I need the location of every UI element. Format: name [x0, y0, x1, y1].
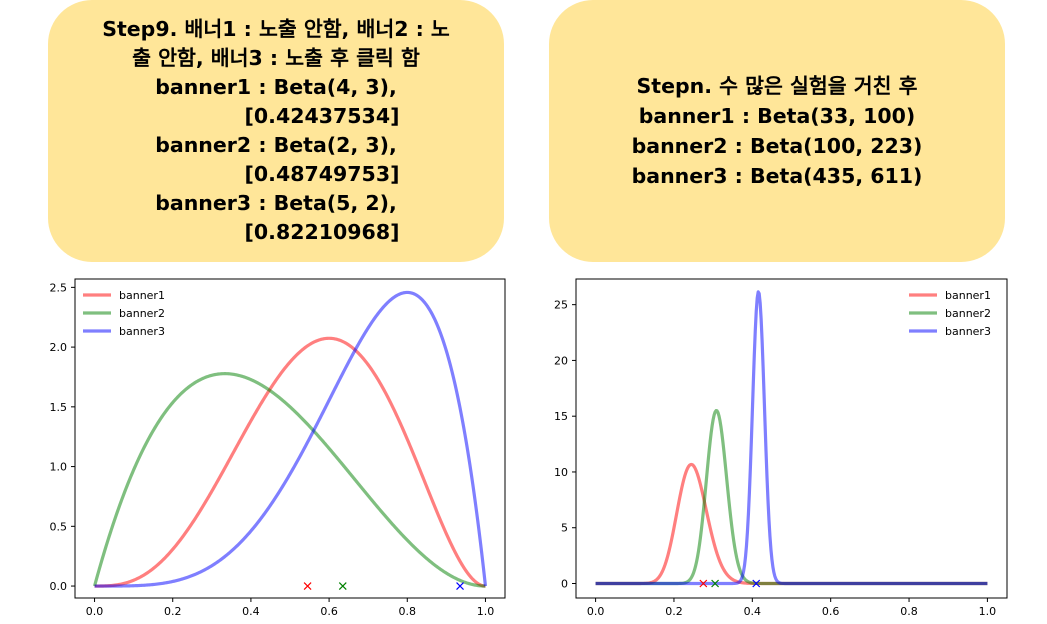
banner2-distribution-final: banner2 : Beta(100, 223) — [631, 134, 923, 158]
legend-label-banner1: banner1 — [945, 289, 991, 302]
y-tick-label: 15 — [554, 410, 568, 423]
series-line-banner2 — [594, 409, 989, 586]
x-tick-label: 0.2 — [665, 605, 683, 618]
y-tick-label: 0 — [561, 578, 568, 591]
sample-marker-banner3 — [456, 582, 464, 590]
series-line-banner2 — [93, 372, 487, 588]
banner1-distribution: banner1 : Beta(4, 3), — [155, 75, 397, 99]
legend: banner1 banner2 banner3 — [909, 289, 991, 338]
banner1-sample-value: [0.42437534] — [244, 104, 400, 128]
x-tick-label: 0.0 — [86, 605, 104, 618]
y-tick-label: 1.5 — [50, 401, 68, 414]
series-line-banner1 — [594, 462, 989, 586]
legend: banner1 banner2 banner3 — [83, 289, 165, 338]
legend-label-banner3: banner3 — [119, 325, 165, 338]
x-tick-label: 0.4 — [744, 605, 762, 618]
step9-heading-line2: 출 안함, 배너3 : 노출 후 클릭 함 — [132, 46, 420, 70]
step9-summary-box: Step9. 배너1 : 노출 안함, 배너2 : 노 출 안함, 배너3 : … — [48, 0, 504, 262]
x-tick-label: 0.0 — [587, 605, 605, 618]
y-tick-label: 1.0 — [50, 461, 68, 474]
y-tick-label: 0.5 — [50, 520, 68, 533]
banner1-distribution-final: banner1 : Beta(33, 100) — [638, 104, 916, 128]
x-tick-label: 0.8 — [900, 605, 918, 618]
sample-marker-banner1 — [303, 582, 312, 590]
x-tick-label: 0.2 — [164, 605, 182, 618]
legend-label-banner3: banner3 — [945, 325, 991, 338]
y-tick-label: 2.5 — [50, 281, 68, 294]
x-tick-label: 1.0 — [477, 605, 495, 618]
stepn-heading: Stepn. 수 많은 실험을 거친 후 — [636, 74, 918, 98]
legend-label-banner2: banner2 — [945, 307, 991, 320]
y-tick-label: 2.0 — [50, 341, 68, 354]
x-tick-label: 0.6 — [822, 605, 840, 618]
y-tick-label: 10 — [554, 466, 568, 479]
legend-label-banner1: banner1 — [119, 289, 165, 302]
y-tick-label: 0.0 — [50, 580, 68, 593]
x-tick-label: 0.4 — [242, 605, 260, 618]
banner2-sample-value: [0.48749753] — [244, 162, 400, 186]
y-tick-label: 20 — [554, 354, 568, 367]
axes-frame — [575, 278, 1008, 599]
x-tick-label: 0.6 — [320, 605, 338, 618]
banner2-distribution: banner2 : Beta(2, 3), — [155, 133, 397, 157]
legend-label-banner2: banner2 — [119, 307, 165, 320]
chart-1: 0.0 0.2 0.4 0.6 0.8 1.0 0.0 0.5 1.0 1.5 2.0 2.5 bann… — [50, 278, 506, 618]
sample-marker-banner2 — [338, 582, 347, 590]
banner3-distribution-final: banner3 : Beta(435, 611) — [631, 164, 923, 188]
step9-heading-line1: Step9. 배너1 : 노출 안함, 배너2 : 노 — [102, 17, 450, 41]
axes-frame — [74, 278, 506, 599]
series-line-banner3 — [93, 290, 488, 588]
x-tick-label: 0.8 — [399, 605, 417, 618]
y-tick-label: 5 — [561, 522, 568, 535]
sample-marker-banner1 — [699, 579, 708, 588]
series-line-banner3 — [594, 290, 989, 586]
series-line-banner1 — [93, 336, 487, 588]
banner3-sample-value: [0.82210968] — [244, 220, 400, 244]
y-tick-label: 25 — [554, 299, 568, 312]
x-tick-label: 1.0 — [979, 605, 997, 618]
sample-marker-banner2 — [711, 579, 720, 588]
sample-marker-banner3 — [752, 579, 761, 588]
chart-2: 0.0 0.2 0.4 0.6 0.8 1.00510152025banner1banne… — [554, 278, 1008, 618]
stepn-summary-box: Stepn. 수 많은 실험을 거친 후 banner1 : Beta(33, … — [549, 0, 1005, 262]
banner3-distribution: banner3 : Beta(5, 2), — [155, 191, 397, 215]
